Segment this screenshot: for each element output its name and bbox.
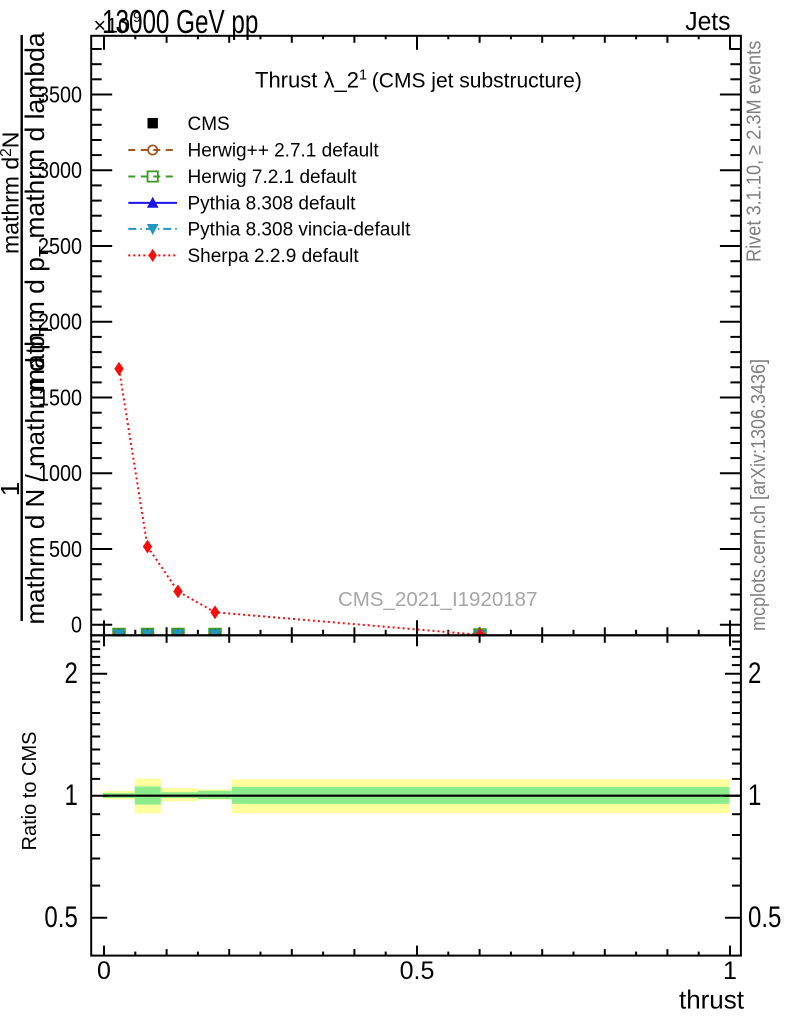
svg-text:0.5: 0.5: [400, 957, 435, 985]
svg-text:2000: 2000: [38, 309, 82, 335]
svg-text:CMS: CMS: [188, 114, 230, 135]
svg-text:1: 1: [723, 957, 737, 985]
svg-text:2: 2: [748, 656, 761, 690]
svg-text:Sherpa 2.2.9 default: Sherpa 2.2.9 default: [188, 246, 360, 267]
svg-text:0: 0: [97, 957, 111, 985]
svg-text:Rivet 3.1.10, ≥ 2.3M events: Rivet 3.1.10, ≥ 2.3M events: [744, 41, 766, 262]
svg-text:3000: 3000: [38, 158, 82, 184]
svg-text:(CMS jet substructure): (CMS jet substructure): [372, 70, 582, 93]
svg-text:Jets: Jets: [685, 8, 730, 37]
svg-text:0.5: 0.5: [748, 900, 781, 934]
svg-text:×10: ×10: [94, 14, 131, 38]
svg-text:500: 500: [49, 537, 82, 563]
svg-text:2500: 2500: [38, 234, 82, 260]
svg-text:Herwig 7.2.1 default: Herwig 7.2.1 default: [188, 167, 358, 188]
svg-text:Pythia 8.308 vincia-default: Pythia 8.308 vincia-default: [188, 220, 412, 241]
svg-text:Thrust λ_21: Thrust λ_21: [255, 68, 367, 93]
svg-text:2: 2: [64, 656, 77, 690]
svg-text:1: 1: [64, 778, 77, 812]
svg-text:1: 1: [0, 482, 25, 496]
svg-text:CMS_2021_I1920187: CMS_2021_I1920187: [338, 588, 537, 611]
svg-text:1000: 1000: [38, 461, 82, 487]
svg-text:13000 GeV pp: 13000 GeV pp: [102, 5, 258, 41]
svg-text:3500: 3500: [38, 82, 82, 108]
svg-text:Herwig++ 2.7.1 default: Herwig++ 2.7.1 default: [188, 141, 380, 162]
svg-text:Pythia 8.308 default: Pythia 8.308 default: [188, 194, 357, 215]
svg-text:mathrm d2N: mathrm d2N: [0, 132, 24, 254]
svg-text:mcplots.cern.ch [arXiv:1306.34: mcplots.cern.ch [arXiv:1306.3436]: [748, 359, 770, 631]
svg-text:1: 1: [748, 778, 761, 812]
svg-text:thrust: thrust: [679, 985, 745, 1015]
svg-text:Ratio to CMS: Ratio to CMS: [19, 732, 41, 851]
svg-text:1500: 1500: [38, 385, 82, 411]
svg-text:9: 9: [133, 10, 141, 26]
svg-text:0: 0: [71, 612, 82, 638]
svg-text:0.5: 0.5: [44, 900, 77, 934]
